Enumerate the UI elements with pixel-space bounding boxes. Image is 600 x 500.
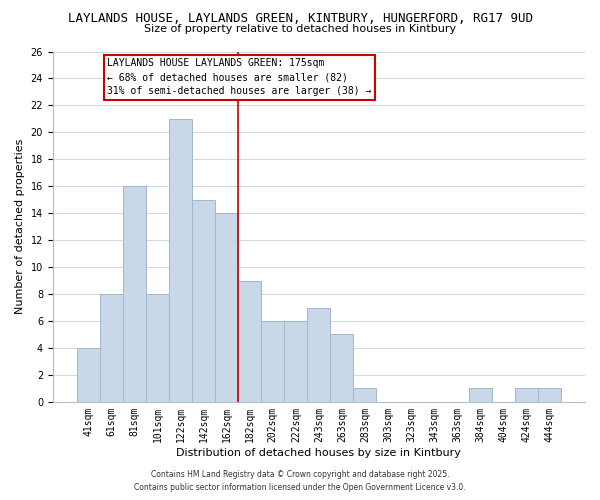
Bar xyxy=(192,200,215,402)
Bar xyxy=(307,308,331,402)
Bar xyxy=(100,294,123,402)
Text: LAYLANDS HOUSE LAYLANDS GREEN: 175sqm
← 68% of detached houses are smaller (82)
: LAYLANDS HOUSE LAYLANDS GREEN: 175sqm ← … xyxy=(107,58,371,96)
Bar xyxy=(123,186,146,402)
Bar xyxy=(331,334,353,402)
Title: LAYLANDS HOUSE, LAYLANDS GREEN, KINTBURY, HUNGERFORD, RG17 9UD
Size of property : LAYLANDS HOUSE, LAYLANDS GREEN, KINTBURY… xyxy=(0,499,1,500)
Bar xyxy=(261,321,284,402)
Bar xyxy=(353,388,376,402)
Bar xyxy=(77,348,100,402)
Text: Contains HM Land Registry data © Crown copyright and database right 2025.
Contai: Contains HM Land Registry data © Crown c… xyxy=(134,470,466,492)
Bar xyxy=(215,213,238,402)
Text: Size of property relative to detached houses in Kintbury: Size of property relative to detached ho… xyxy=(144,24,456,34)
Bar xyxy=(284,321,307,402)
Bar xyxy=(238,280,261,402)
Y-axis label: Number of detached properties: Number of detached properties xyxy=(15,139,25,314)
Bar xyxy=(538,388,561,402)
Bar xyxy=(146,294,169,402)
Bar xyxy=(469,388,491,402)
X-axis label: Distribution of detached houses by size in Kintbury: Distribution of detached houses by size … xyxy=(176,448,461,458)
Bar xyxy=(515,388,538,402)
Bar xyxy=(169,119,192,402)
Text: LAYLANDS HOUSE, LAYLANDS GREEN, KINTBURY, HUNGERFORD, RG17 9UD: LAYLANDS HOUSE, LAYLANDS GREEN, KINTBURY… xyxy=(67,12,533,26)
